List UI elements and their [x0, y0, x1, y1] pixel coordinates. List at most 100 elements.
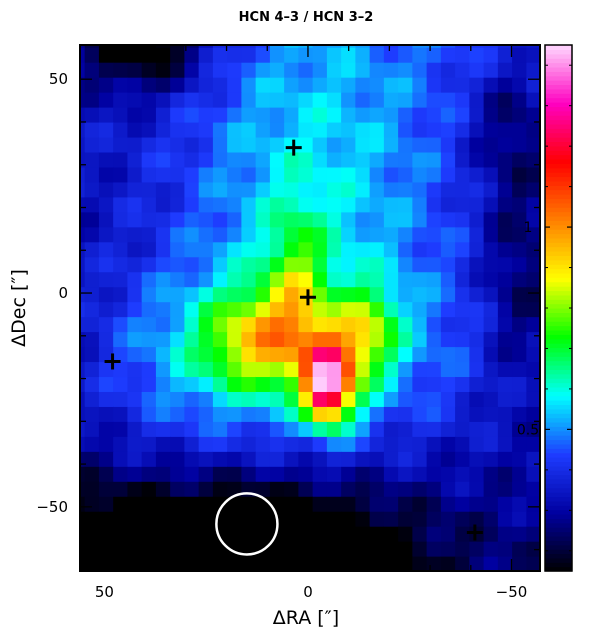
heatmap-cell: [269, 286, 285, 303]
heatmap-cell: [112, 77, 128, 93]
heatmap-cell: [312, 45, 327, 48]
heatmap-cell: [141, 406, 156, 422]
heatmap-cell: [426, 376, 441, 392]
heatmap-cell: [326, 526, 342, 542]
heatmap-cell: [369, 92, 384, 108]
heatmap-cell: [84, 196, 99, 213]
heatmap-cell: [369, 451, 384, 467]
heatmap-cell: [155, 511, 171, 527]
heatmap-cell: [169, 196, 185, 213]
heatmap-cell: [255, 271, 270, 288]
heatmap-cell: [312, 361, 327, 378]
heatmap-cell: [497, 391, 513, 407]
heatmap-cell: [483, 166, 498, 183]
heatmap-cell: [240, 121, 256, 138]
colorbar-segment: [545, 303, 572, 309]
heatmap-cell: [98, 316, 114, 333]
colorbar-segment: [545, 426, 572, 432]
heatmap-cell: [511, 331, 527, 348]
colorbar-segment: [545, 145, 572, 151]
heatmap-cell: [340, 346, 356, 363]
heatmap-cell: [468, 226, 484, 243]
heatmap-cell: [440, 361, 456, 378]
heatmap-cell: [326, 436, 342, 452]
heatmap-cell: [141, 436, 156, 452]
heatmap-cell: [397, 107, 413, 123]
heatmap-cell: [283, 45, 299, 48]
colorbar-segment: [545, 395, 572, 401]
heatmap-cell: [340, 226, 356, 243]
heatmap-cell: [283, 226, 299, 243]
heatmap-cell: [212, 107, 228, 123]
heatmap-cell: [169, 136, 185, 153]
heatmap-cell: [255, 391, 270, 407]
heatmap-cell: [411, 376, 427, 392]
heatmap-cell: [183, 526, 199, 542]
heatmap-cell: [497, 406, 513, 422]
heatmap-cell: [240, 166, 256, 183]
heatmap-cell: [312, 331, 327, 348]
heatmap-cell: [255, 62, 270, 78]
heatmap-cell: [483, 286, 498, 303]
heatmap-cell: [297, 107, 313, 123]
heatmap-cell: [155, 301, 171, 318]
heatmap-cell: [297, 496, 313, 512]
colorbar-segment: [545, 557, 572, 563]
heatmap-cell: [84, 301, 99, 318]
heatmap-cell: [454, 391, 470, 407]
heatmap-cell: [141, 92, 156, 108]
heatmap-cell: [369, 316, 384, 333]
heatmap-cell: [126, 376, 142, 392]
heatmap-cell: [511, 406, 527, 422]
heatmap-cell: [98, 556, 114, 572]
heatmap-cell: [80, 481, 85, 497]
heatmap-cell: [497, 271, 513, 288]
heatmap-cell: [255, 481, 270, 497]
heatmap-cell: [212, 451, 228, 467]
heatmap-cell: [226, 526, 242, 542]
heatmap-cell: [283, 211, 299, 228]
heatmap-cell: [112, 121, 128, 138]
heatmap-cell: [255, 211, 270, 228]
heatmap-cell: [354, 271, 370, 288]
heatmap-cell: [240, 271, 256, 288]
heatmap-cell: [440, 316, 456, 333]
heatmap-cell: [98, 271, 114, 288]
heatmap-cell: [426, 511, 441, 527]
heatmap-cell: [198, 346, 213, 363]
heatmap-cell: [326, 47, 342, 63]
heatmap-cell: [454, 316, 470, 333]
heatmap-cell: [440, 45, 456, 48]
heatmap-cell: [426, 151, 441, 168]
heatmap-cell: [212, 331, 228, 348]
heatmap-cell: [169, 526, 185, 542]
heatmap-cell: [411, 466, 427, 482]
heatmap-cell: [297, 511, 313, 527]
heatmap-cell: [383, 511, 399, 527]
heatmap-cell: [497, 331, 513, 348]
colorbar-segment: [545, 496, 572, 502]
heatmap-cell: [226, 47, 242, 63]
heatmap-cell: [483, 436, 498, 452]
heatmap-cell: [141, 466, 156, 482]
heatmap-cell: [84, 346, 99, 363]
heatmap-cell: [80, 286, 85, 303]
heatmap-cell: [440, 62, 456, 78]
heatmap-cell: [84, 391, 99, 407]
heatmap-cell: [126, 436, 142, 452]
heatmap-cell: [340, 107, 356, 123]
heatmap-cell: [198, 496, 213, 512]
heatmap-cell: [312, 526, 327, 542]
heatmap-cell: [98, 331, 114, 348]
heatmap-cell: [84, 556, 99, 572]
heatmap-cell: [80, 211, 85, 228]
x-tick-label: 0: [303, 583, 313, 601]
heatmap-cell: [312, 391, 327, 407]
heatmap-cell: [297, 436, 313, 452]
heatmap-cell: [169, 541, 185, 557]
heatmap-cell: [454, 77, 470, 93]
heatmap-cell: [183, 45, 199, 48]
heatmap-cell: [297, 256, 313, 273]
colorbar-segment: [545, 487, 572, 493]
heatmap-cell: [212, 391, 228, 407]
